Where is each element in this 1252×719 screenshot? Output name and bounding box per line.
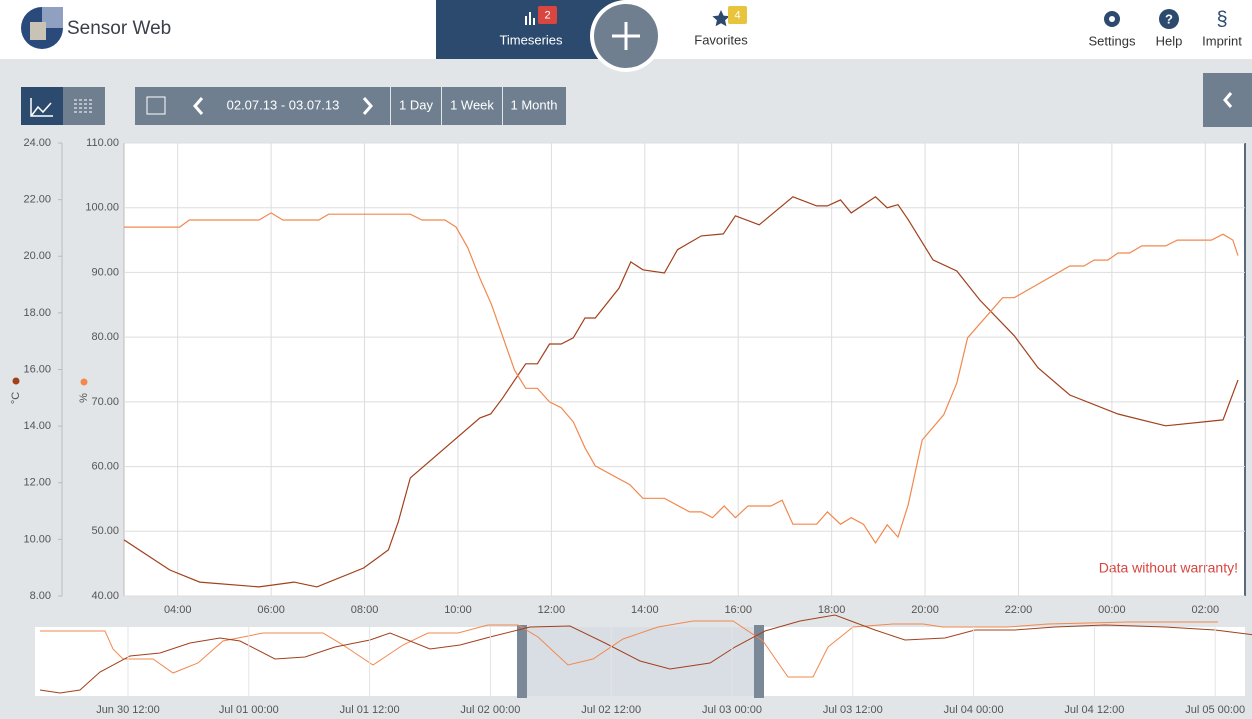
y-tick-label: 10.00: [23, 533, 51, 545]
logo-icon: [42, 7, 63, 28]
x-tick-label: 02:00: [1192, 604, 1220, 616]
overview-line: [39, 614, 1252, 694]
preset-button[interactable]: [391, 87, 441, 125]
x-tick-label: 14:00: [631, 604, 659, 616]
y-tick-label: 22.00: [23, 194, 51, 206]
y-tick-label: 8.00: [30, 590, 51, 602]
calendar-icon[interactable]: [146, 96, 166, 115]
table-icon: [74, 99, 94, 113]
badge: [538, 6, 557, 24]
imprint-icon: §: [1216, 8, 1227, 30]
next-button[interactable]: [362, 97, 373, 115]
y-tick-label: 20.00: [23, 250, 51, 262]
overview-tick-label: Jul 04 00:00: [944, 704, 1004, 716]
preset-label[interactable]: 1 Month: [511, 97, 558, 112]
y2-tick-label: 60.00: [91, 460, 119, 472]
axis-series-dot: [80, 378, 88, 386]
tab-label[interactable]: Timeseries: [499, 32, 563, 47]
preset-label[interactable]: 1 Week: [450, 97, 494, 112]
badge-text: 4: [734, 9, 740, 21]
x-tick-label: 08:00: [351, 604, 379, 616]
axis-series-dot: [12, 377, 20, 385]
overview-tick-label: Jul 04 12:00: [1064, 704, 1124, 716]
x-tick-label: 18:00: [818, 604, 846, 616]
plus-icon: [612, 22, 640, 50]
timeseries-icon: [525, 12, 535, 25]
y2-tick-label: 50.00: [91, 525, 119, 537]
overview-tick-label: Jul 05 00:00: [1185, 704, 1245, 716]
help-icon-glyph: ?: [1165, 11, 1173, 26]
logo[interactable]: Sensor Web: [21, 7, 171, 49]
y2-axis-label: %: [78, 393, 90, 403]
logo-icon: [30, 22, 46, 40]
overview-line: [40, 620, 1218, 678]
y-tick-label: 14.00: [23, 420, 51, 432]
preset-button[interactable]: [442, 87, 502, 125]
annotation: Data without warranty!: [1099, 560, 1238, 576]
table-view-button[interactable]: [63, 87, 105, 125]
tab-label[interactable]: Favorites: [694, 32, 748, 47]
chart-icon: [30, 98, 53, 117]
badge-text: 2: [544, 9, 550, 21]
menu-item[interactable]: Settings: [1089, 33, 1136, 48]
menu-item[interactable]: Imprint: [1202, 33, 1242, 48]
overview-handle[interactable]: [517, 625, 527, 698]
overview-tick-label: Jul 02 00:00: [460, 704, 520, 716]
x-tick-label: 16:00: [724, 604, 752, 616]
y-tick-label: 24.00: [23, 137, 51, 149]
star-icon: [712, 10, 730, 27]
y-axis-label: °C: [10, 392, 22, 404]
badge: [728, 6, 747, 24]
y-tick-label: 16.00: [23, 363, 51, 375]
y2-tick-label: 100.00: [85, 202, 119, 214]
preset-label[interactable]: 1 Day: [399, 97, 433, 112]
y2-tick-label: 90.00: [91, 266, 119, 278]
y2-tick-label: 110.00: [86, 137, 119, 149]
prev-button[interactable]: [193, 97, 204, 115]
date-range[interactable]: 02.07.13 - 03.07.13: [227, 97, 340, 112]
panel-toggle[interactable]: [1203, 73, 1252, 127]
chart: 40.00 50.00 60.00 70.00 80.00 90.00 100.00 110.…: [23, 137, 1245, 716]
collapse-icon: [1223, 92, 1233, 108]
x-tick-label: 04:00: [164, 604, 192, 616]
y2-tick-label: 70.00: [91, 396, 119, 408]
x-tick-label: 10:00: [444, 604, 472, 616]
plot-area: [124, 143, 1245, 596]
x-tick-label: 12:00: [538, 604, 566, 616]
y2-tick-label: 80.00: [91, 331, 119, 343]
logo-text: Sensor Web: [67, 18, 171, 39]
overview-tick-label: Jul 01 12:00: [340, 704, 400, 716]
x-tick-label: 22:00: [1005, 604, 1033, 616]
y-tick-label: 12.00: [23, 477, 51, 489]
series-line: [124, 212, 1239, 545]
y-tick-label: 18.00: [23, 307, 51, 319]
series-line: [123, 196, 1239, 588]
preset-button[interactable]: [503, 87, 566, 125]
overview-tick-label: Jul 02 12:00: [581, 704, 641, 716]
x-tick-label: 06:00: [257, 604, 285, 616]
help-icon: [1159, 9, 1179, 29]
chart-view-button[interactable]: [21, 87, 63, 125]
menu-item[interactable]: Help: [1156, 33, 1183, 48]
overview-handle[interactable]: [754, 625, 764, 698]
overview-tick-label: Jul 03 12:00: [823, 704, 883, 716]
x-tick-label: 00:00: [1098, 604, 1126, 616]
time-nav: [135, 87, 390, 125]
overview-tick-label: Jul 03 00:00: [702, 704, 762, 716]
overview-tick-label: Jun 30 12:00: [96, 704, 160, 716]
overview-tick-label: Jul 01 00:00: [219, 704, 279, 716]
y2-tick-label: 40.00: [91, 590, 119, 602]
x-tick-label: 20:00: [911, 604, 939, 616]
